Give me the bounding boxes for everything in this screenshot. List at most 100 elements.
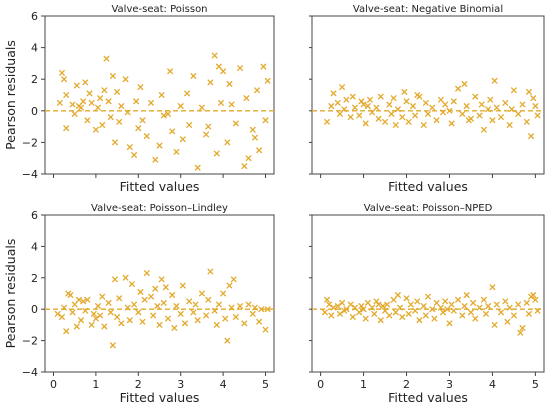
data-point xyxy=(343,306,350,313)
data-point xyxy=(109,342,116,349)
data-point xyxy=(118,320,125,327)
data-point xyxy=(352,304,358,311)
data-point xyxy=(352,104,358,111)
data-point xyxy=(133,98,140,105)
data-point xyxy=(75,296,82,303)
axes-frame xyxy=(44,15,275,175)
data-point xyxy=(463,103,470,110)
data-point xyxy=(203,312,210,319)
data-point xyxy=(139,117,146,124)
data-point xyxy=(141,296,148,303)
y-tick-label: 0 xyxy=(31,105,38,118)
data-point xyxy=(356,112,363,119)
data-point xyxy=(262,326,269,333)
data-point xyxy=(510,312,517,319)
data-point xyxy=(152,156,159,163)
data-point xyxy=(80,98,87,105)
data-point xyxy=(95,104,101,111)
data-point xyxy=(422,312,429,319)
data-point xyxy=(412,112,419,119)
data-point xyxy=(158,92,165,98)
data-point xyxy=(228,101,235,108)
data-point xyxy=(324,118,330,125)
data-point xyxy=(403,295,410,302)
data-point xyxy=(109,73,116,79)
data-point xyxy=(232,120,239,127)
data-point xyxy=(476,112,483,119)
x-tick-label: 2 xyxy=(135,378,142,391)
data-point xyxy=(526,310,532,317)
data-point xyxy=(446,107,453,114)
data-point xyxy=(232,314,239,320)
data-point xyxy=(143,133,150,140)
data-point xyxy=(472,315,479,322)
data-point xyxy=(169,292,176,299)
data-point xyxy=(459,312,466,319)
data-point xyxy=(237,65,244,72)
data-point xyxy=(165,315,171,322)
data-point xyxy=(124,304,131,311)
data-point xyxy=(472,93,479,100)
data-point xyxy=(249,310,256,317)
data-point xyxy=(442,298,449,305)
data-point xyxy=(179,136,186,143)
data-point xyxy=(367,96,373,103)
axes-frame xyxy=(311,15,545,175)
data-point xyxy=(215,63,222,70)
data-point xyxy=(364,103,371,110)
y-tick-label: −2 xyxy=(22,335,38,348)
data-point xyxy=(190,73,197,79)
data-point xyxy=(394,106,401,113)
data-point xyxy=(347,301,354,308)
data-point xyxy=(95,303,101,310)
y-axis-label: Pearson residuals xyxy=(3,239,18,349)
data-point xyxy=(173,148,180,155)
data-point xyxy=(198,290,205,297)
data-point xyxy=(416,317,423,324)
data-point xyxy=(483,310,489,317)
data-point xyxy=(184,90,191,97)
data-point xyxy=(73,323,80,330)
data-point xyxy=(407,301,414,308)
data-point xyxy=(502,99,509,106)
data-point xyxy=(84,296,91,303)
data-point xyxy=(103,55,110,62)
data-point xyxy=(254,87,260,94)
data-point xyxy=(463,292,470,299)
data-point xyxy=(392,122,399,128)
x-tick-label: 5 xyxy=(532,378,539,391)
data-point xyxy=(59,314,65,320)
data-point xyxy=(373,298,380,305)
axes-frame xyxy=(44,214,275,373)
y-tick-label: −4 xyxy=(22,366,38,379)
y-tick-label: 6 xyxy=(31,209,38,222)
data-point xyxy=(126,144,133,151)
data-point xyxy=(422,99,429,106)
data-point xyxy=(230,276,237,283)
data-point xyxy=(264,77,271,84)
data-point xyxy=(215,301,222,308)
data-point xyxy=(116,118,123,125)
data-point xyxy=(56,99,63,106)
data-point xyxy=(349,314,356,320)
data-point xyxy=(485,303,492,310)
data-point xyxy=(508,106,515,113)
data-point xyxy=(425,293,431,300)
data-point xyxy=(504,318,511,325)
data-point xyxy=(154,303,161,310)
data-point xyxy=(491,77,498,84)
data-point xyxy=(71,111,78,117)
data-point xyxy=(431,315,438,322)
x-axis-label: Fitted values xyxy=(120,390,200,404)
data-point xyxy=(339,299,346,306)
data-point xyxy=(61,76,68,83)
x-tick-label: 4 xyxy=(220,378,227,391)
data-point xyxy=(379,303,386,310)
data-point xyxy=(249,126,256,133)
data-point xyxy=(506,122,513,128)
data-point xyxy=(523,299,530,306)
data-point xyxy=(455,85,462,92)
data-point xyxy=(258,306,265,313)
data-point xyxy=(114,88,121,95)
data-point xyxy=(262,117,269,124)
